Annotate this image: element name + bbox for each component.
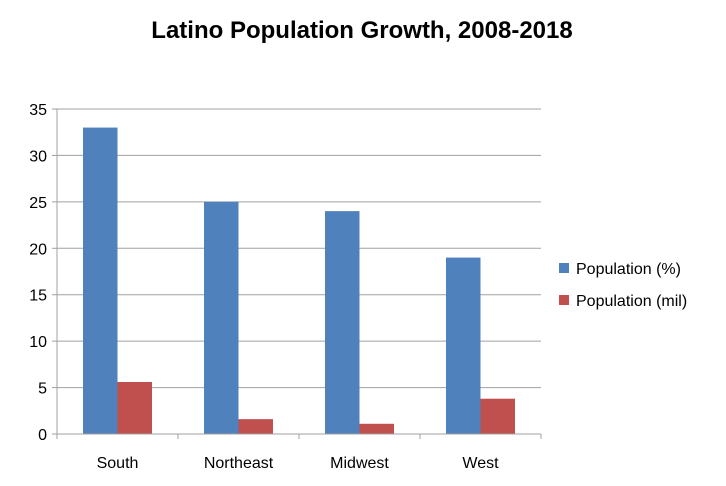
- legend-swatch: [559, 263, 569, 273]
- x-tick-label: South: [97, 455, 139, 472]
- x-tick-label: Northeast: [204, 455, 274, 472]
- bar-south-0: [83, 127, 118, 435]
- y-tick-label: 30: [29, 148, 47, 165]
- bar-midwest-0: [325, 211, 360, 434]
- y-tick-label: 15: [29, 288, 47, 305]
- y-tick-label: 35: [29, 102, 47, 119]
- y-tick-label: 20: [29, 241, 47, 258]
- bar-northeast-1: [238, 419, 273, 434]
- y-tick-label: 0: [38, 427, 47, 444]
- chart-title: Latino Population Growth, 2008-2018: [151, 17, 572, 44]
- bar-west-1: [480, 398, 515, 434]
- bar-midwest-1: [359, 423, 394, 434]
- legend-label: Population (mil): [576, 293, 687, 310]
- y-tick-label: 5: [38, 381, 47, 398]
- bar-west-0: [446, 257, 481, 434]
- bar-northeast-0: [204, 201, 239, 434]
- y-tick-label: 25: [29, 195, 47, 212]
- legend-label: Population (%): [576, 261, 681, 278]
- x-tick-label: Midwest: [330, 455, 389, 472]
- y-tick-label: 10: [29, 334, 47, 351]
- bar-south-1: [117, 382, 152, 434]
- legend-swatch: [559, 295, 569, 305]
- x-tick-label: West: [462, 455, 499, 472]
